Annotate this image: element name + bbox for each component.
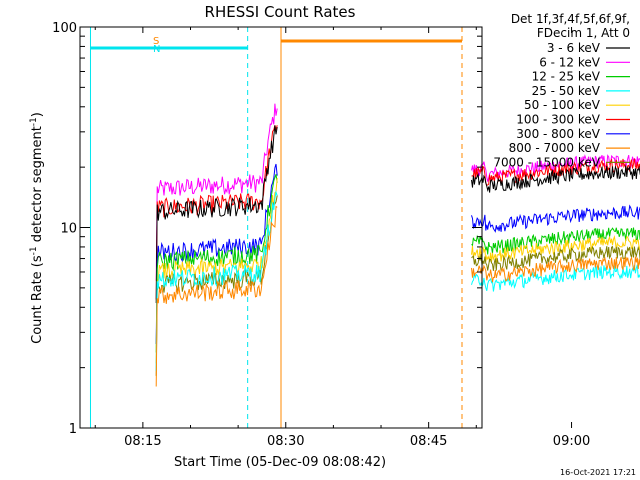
- legend-label-6: 300 - 800 keV: [516, 127, 600, 141]
- y-axis-label-tail: detector segment: [30, 126, 45, 246]
- attenuator-state-n-label: N: [153, 44, 160, 55]
- chart-title: RHESSI Count Rates: [205, 3, 356, 21]
- legend-label-5: 100 - 300 keV: [516, 113, 600, 127]
- y-tick-label-1: 10: [60, 222, 77, 237]
- series-trace-4: [155, 174, 640, 353]
- y-tick-label-0: 1: [69, 422, 77, 437]
- series-trace-2: [155, 125, 640, 304]
- series-trace-1: [155, 125, 640, 300]
- legend-label-4: 50 - 100 keV: [524, 98, 601, 112]
- legend-header-line-1: Det 1f,3f,4f,5f,6f,9f,: [511, 12, 630, 26]
- y-axis: 1 10 100: [52, 21, 482, 437]
- x-tick-label-1: 08:30: [267, 434, 304, 449]
- x-tick-label-0: 08:15: [124, 434, 161, 449]
- series-trace-0: [155, 103, 640, 281]
- y-tick-label-2: 100: [52, 21, 77, 36]
- legend-label-2: 12 - 25 keV: [532, 70, 601, 84]
- legend-label-0: 3 - 6 keV: [547, 41, 601, 55]
- legend-header-line-2: FDecim 1, Att 0: [537, 26, 630, 40]
- x-axis-label: Start Time (05-Dec-09 08:08:42): [174, 455, 386, 470]
- x-tick-label-3: 09:00: [553, 434, 590, 449]
- series-trace-7: [155, 190, 640, 372]
- series-trace-8: [155, 205, 640, 387]
- x-tick-label-2: 08:45: [410, 434, 447, 449]
- y-axis-label-main: Count Rate (s: [30, 255, 45, 344]
- series-trace-5: [155, 177, 640, 364]
- legend-label-3: 25 - 50 keV: [532, 84, 601, 98]
- y-axis-label-close: ): [30, 112, 45, 117]
- count-rate-series: [155, 103, 640, 387]
- y-axis-label-sup2: -1: [29, 117, 39, 126]
- y-axis-label: Count Rate (s-1 detector segment-1): [29, 112, 45, 344]
- y-axis-label-sup: -1: [29, 246, 39, 255]
- legend-label-8: 7000 - 15000 keV: [493, 155, 600, 169]
- legend-label-1: 6 - 12 keV: [539, 55, 601, 69]
- attenuator-flag-bars: [90, 39, 462, 50]
- attenuator-state-s-label: S: [153, 36, 159, 47]
- series-trace-3: [155, 163, 640, 345]
- legend-label-7: 800 - 7000 keV: [509, 141, 601, 155]
- vertical-markers: [89, 27, 463, 428]
- footer-timestamp: 16-Oct-2021 17:21: [560, 468, 636, 477]
